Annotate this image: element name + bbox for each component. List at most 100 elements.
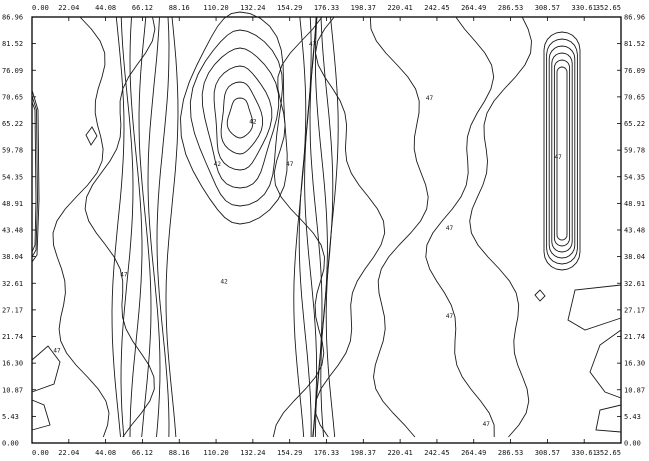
band-contour bbox=[325, 16, 339, 438]
y-tick-label-right: 0.00 bbox=[624, 440, 641, 448]
peak-contour bbox=[220, 81, 264, 155]
lower-right-contour bbox=[567, 284, 622, 331]
left-edge-contour bbox=[31, 95, 38, 258]
y-tick-label-right: 76.09 bbox=[624, 67, 645, 75]
plot-frame bbox=[31, 16, 622, 444]
field-contour bbox=[469, 16, 532, 438]
y-tick-label-left: 81.52 bbox=[2, 40, 23, 48]
x-tick-label-bottom: 44.08 bbox=[95, 449, 116, 457]
lower-left-contour bbox=[31, 399, 51, 431]
x-tick-label-bottom: 154.29 bbox=[277, 449, 302, 457]
x-tick-label-top: 198.37 bbox=[351, 4, 376, 12]
x-tick-label-top: 308.57 bbox=[535, 4, 560, 12]
peak-contour bbox=[201, 47, 280, 189]
y-tick-label-right: 43.48 bbox=[624, 227, 645, 235]
y-tick-label-right: 70.65 bbox=[624, 93, 645, 101]
band-contour bbox=[314, 16, 328, 438]
peak-contour bbox=[180, 11, 288, 225]
lower-right-contour bbox=[589, 329, 622, 399]
x-tick-label-bottom: 110.20 bbox=[203, 449, 228, 457]
contour-label: 42 bbox=[214, 161, 222, 168]
y-tick-label-right: 16.30 bbox=[624, 360, 645, 368]
y-tick-label-right: 32.61 bbox=[624, 280, 645, 288]
x-tick-label-top: 110.20 bbox=[203, 4, 228, 12]
band-contour bbox=[156, 16, 170, 438]
y-tick-label-left: 21.74 bbox=[2, 333, 23, 341]
x-tick-label-top: 0.00 bbox=[32, 4, 49, 12]
right-closed-contour bbox=[543, 31, 581, 271]
band-contour bbox=[129, 16, 143, 438]
y-tick-label-left: 0.00 bbox=[2, 440, 19, 448]
band-contour bbox=[111, 16, 125, 438]
right-closed-contour bbox=[548, 45, 576, 259]
x-tick-label-top: 44.08 bbox=[95, 4, 116, 12]
peak-contour bbox=[213, 65, 273, 171]
field-contour bbox=[425, 16, 495, 438]
x-tick-label-top: 330.61 bbox=[572, 4, 597, 12]
y-tick-label-left: 76.09 bbox=[2, 67, 23, 75]
contour-label: 42 bbox=[220, 278, 228, 285]
band-contour bbox=[304, 16, 318, 438]
x-tick-label-top: 352.65 bbox=[596, 4, 621, 12]
lower-left-contour bbox=[31, 345, 61, 393]
x-tick-label-bottom: 132.24 bbox=[240, 449, 265, 457]
contour-label: 47 bbox=[53, 347, 61, 354]
contour-label: 42 bbox=[249, 119, 257, 126]
x-tick-label-top: 88.16 bbox=[169, 4, 190, 12]
peak-contour bbox=[189, 29, 283, 207]
right-closed-contour bbox=[551, 52, 573, 253]
right-closed-contour bbox=[556, 66, 568, 241]
band-contour bbox=[293, 16, 307, 438]
contour-label: 47 bbox=[426, 95, 434, 102]
y-tick-label-left: 27.17 bbox=[2, 306, 23, 314]
contour-label: 47 bbox=[446, 225, 454, 232]
small-closed-contour bbox=[534, 289, 546, 302]
x-tick-label-top: 22.04 bbox=[58, 4, 79, 12]
x-tick-label-bottom: 66.12 bbox=[132, 449, 153, 457]
y-tick-label-left: 54.35 bbox=[2, 173, 23, 181]
x-tick-label-top: 66.12 bbox=[132, 4, 153, 12]
contour-label: 47 bbox=[554, 154, 562, 161]
x-tick-label-bottom: 176.33 bbox=[314, 449, 339, 457]
x-tick-label-top: 286.53 bbox=[498, 4, 523, 12]
x-tick-label-bottom: 330.61 bbox=[572, 449, 597, 457]
x-tick-label-bottom: 0.00 bbox=[32, 449, 49, 457]
y-tick-label-left: 65.22 bbox=[2, 120, 23, 128]
band-contour bbox=[120, 16, 134, 438]
x-tick-label-top: 242.45 bbox=[424, 4, 449, 12]
contour-label: 47 bbox=[483, 421, 491, 428]
x-tick-label-top: 154.29 bbox=[277, 4, 302, 12]
contour-label: 47 bbox=[286, 161, 294, 168]
y-tick-label-left: 86.96 bbox=[2, 14, 23, 22]
y-tick-label-right: 81.52 bbox=[624, 40, 645, 48]
x-tick-label-top: 132.24 bbox=[240, 4, 265, 12]
field-contour bbox=[272, 16, 325, 438]
y-tick-label-left: 48.91 bbox=[2, 200, 23, 208]
x-tick-label-bottom: 198.37 bbox=[351, 449, 376, 457]
x-tick-label-top: 264.49 bbox=[461, 4, 486, 12]
y-tick-label-left: 38.04 bbox=[2, 253, 23, 261]
y-tick-label-right: 65.22 bbox=[624, 120, 645, 128]
field-contour bbox=[315, 16, 386, 438]
y-tick-label-left: 5.43 bbox=[2, 413, 19, 421]
peak-contour bbox=[226, 97, 254, 139]
band-contour bbox=[165, 16, 179, 438]
x-tick-label-top: 220.41 bbox=[387, 4, 412, 12]
contour-label: 47 bbox=[309, 41, 317, 48]
y-tick-label-right: 59.78 bbox=[624, 147, 645, 155]
y-tick-label-right: 27.17 bbox=[624, 306, 645, 314]
y-tick-label-right: 54.35 bbox=[624, 173, 645, 181]
x-tick-label-bottom: 352.65 bbox=[596, 449, 621, 457]
left-edge-contour bbox=[31, 101, 37, 253]
right-closed-contour bbox=[546, 38, 578, 265]
x-tick-label-bottom: 22.04 bbox=[58, 449, 79, 457]
y-tick-label-right: 10.87 bbox=[624, 386, 645, 394]
contour-label: 47 bbox=[120, 271, 128, 278]
x-tick-label-bottom: 88.16 bbox=[169, 449, 190, 457]
field-contour bbox=[84, 16, 156, 438]
x-tick-label-bottom: 242.45 bbox=[424, 449, 449, 457]
y-tick-label-left: 32.61 bbox=[2, 280, 23, 288]
small-closed-contour bbox=[85, 126, 98, 146]
right-closed-contour bbox=[553, 59, 571, 247]
